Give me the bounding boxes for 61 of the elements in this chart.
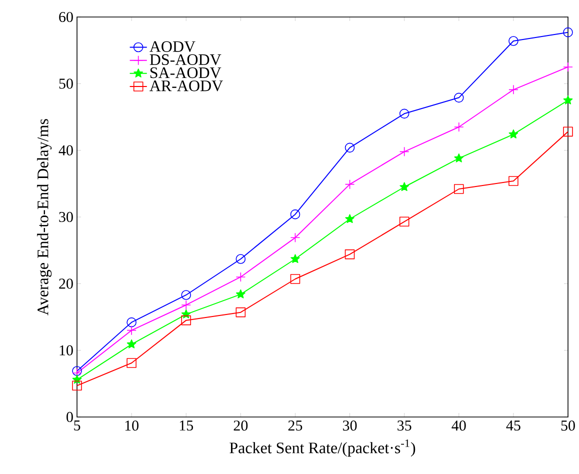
point (563, 62, 573, 72)
point (236, 307, 246, 318)
x-tick-label: 20 (234, 420, 248, 431)
point (181, 315, 192, 326)
point (126, 358, 136, 368)
point (290, 274, 300, 284)
x-tick-label: 5 (74, 420, 80, 430)
y-tick-label: 40 (58, 145, 73, 156)
legend-label: AR-AODV (150, 80, 223, 92)
point (399, 146, 410, 157)
x-tick-label: 50 (561, 420, 575, 431)
legend-label: AODV (150, 41, 196, 52)
y-tick-label: 30 (59, 212, 73, 222)
point (236, 254, 246, 264)
point (454, 184, 464, 194)
x-tick-label: 30 (343, 420, 357, 431)
point (344, 249, 355, 260)
point (181, 309, 191, 318)
point (290, 254, 300, 264)
point (508, 129, 518, 138)
point (344, 179, 355, 190)
point (181, 300, 192, 310)
x-tick-label: 25 (288, 420, 302, 431)
point (454, 153, 464, 162)
x-axis-title: Packet Sent Rate/(packet·s$^{-1}$) (230, 440, 416, 457)
x-tick-label: 45 (506, 420, 520, 431)
point (236, 289, 246, 298)
point (563, 27, 573, 38)
point (454, 122, 464, 132)
point (344, 142, 355, 153)
point (236, 272, 246, 282)
x-tick-label: 40 (452, 420, 466, 431)
legend-label: SA-AODV (150, 67, 222, 78)
y-tick-label: 10 (60, 345, 73, 356)
y-tick-label: 50 (59, 78, 73, 89)
point (563, 126, 573, 137)
point (345, 214, 354, 224)
point (508, 36, 518, 46)
point (508, 84, 518, 95)
point (508, 176, 518, 186)
legend-label: DS-AODV (150, 54, 222, 66)
point (126, 339, 136, 348)
point (72, 380, 82, 391)
point (399, 216, 410, 227)
point (126, 317, 136, 328)
point (400, 182, 410, 192)
y-axis-title: Average End-to-End Delay/ms (37, 119, 52, 316)
point (563, 95, 573, 104)
x-tick-label: 10 (125, 420, 138, 431)
point (290, 232, 300, 243)
point (126, 325, 136, 336)
y-tick-label: 60 (59, 12, 73, 22)
point (181, 290, 192, 300)
y-tick-label: 20 (59, 278, 73, 289)
point (399, 108, 410, 119)
point (454, 92, 464, 103)
x-tick-label: 35 (398, 420, 412, 431)
y-tick-label: 0 (66, 412, 73, 422)
point (290, 209, 300, 220)
x-tick-label: 15 (180, 420, 194, 431)
point (72, 374, 82, 384)
